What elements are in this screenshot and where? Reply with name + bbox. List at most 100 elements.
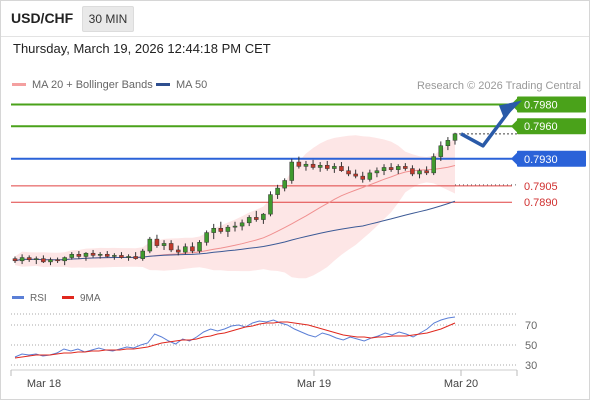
candle-up [48, 259, 53, 263]
chart-header: USD/CHF 30 MIN [0, 0, 590, 37]
candle-up [183, 246, 188, 253]
level-label-0.7960: 0.7960 [524, 121, 558, 133]
candle-up [374, 170, 380, 174]
candle-down [310, 163, 316, 168]
rsi-swatch [12, 295, 24, 299]
level-label-0.7905: 0.7905 [524, 181, 558, 193]
bollinger-band [15, 135, 455, 279]
candle-up [395, 166, 401, 170]
candle-down [190, 246, 195, 252]
candle-up [289, 161, 295, 181]
candle-up [147, 238, 153, 252]
candle-up [69, 254, 75, 258]
candle-up [282, 180, 287, 189]
candle-up [438, 145, 444, 157]
level-label-0.7930: 0.7930 [524, 154, 558, 166]
candle-down [339, 166, 344, 171]
timestamp: Thursday, March 19, 2026 12:44:18 PM CET [13, 41, 271, 56]
ma9-swatch [62, 295, 74, 299]
legend-ma50-label: MA 50 [176, 79, 208, 91]
ma20-swatch [12, 82, 26, 86]
candle-down [133, 256, 138, 259]
x-tick-label: Mar 18 [27, 378, 61, 390]
candle-down [388, 167, 394, 170]
forecast-arrow [460, 103, 516, 148]
credit-label: Research © 2026 Trading Central [416, 80, 581, 92]
candle-up [431, 156, 436, 174]
legend-rsi-label: RSI [30, 293, 47, 304]
candle-up [445, 140, 451, 147]
candle-down [12, 258, 18, 262]
candle-down [360, 175, 365, 180]
x-tick-label: Mar 20 [444, 378, 478, 390]
candle-down [119, 255, 124, 258]
candle-down [424, 170, 429, 174]
candle-down [254, 217, 259, 220]
legend-rsi: RSI [12, 293, 47, 304]
candle-up [19, 257, 25, 262]
candle-up [261, 213, 266, 220]
candle-up [367, 172, 373, 180]
candle-down [154, 238, 160, 246]
candle-down [346, 170, 351, 175]
candle-down [105, 254, 110, 257]
candle-down [353, 173, 358, 177]
candle-up [275, 187, 280, 195]
candle-up [83, 252, 89, 257]
candle-down [90, 252, 96, 256]
candle-down [55, 259, 60, 262]
candle-up [112, 255, 117, 257]
candle-up [62, 257, 67, 262]
symbol-label: USD/CHF [11, 10, 74, 26]
ma50-line [14, 200, 456, 262]
legend-ma20: MA 20 + Bollinger Bands [12, 79, 153, 91]
candle-up [317, 165, 323, 168]
candle-up [268, 194, 273, 215]
level-label-0.7890: 0.7890 [524, 197, 558, 209]
candle-up [34, 258, 39, 260]
level-arrow-0.7960 [511, 119, 518, 134]
candle-down [26, 257, 32, 260]
candle-up [332, 166, 337, 169]
candle-up [232, 225, 238, 228]
candle-up [225, 226, 231, 232]
candle-up [452, 133, 458, 141]
candle-down [325, 165, 330, 169]
candle-down [403, 166, 408, 169]
candle-down [175, 249, 181, 253]
legend-9ma-label: 9MA [80, 293, 101, 304]
candle-down [41, 258, 46, 263]
candle-up [197, 242, 202, 252]
legend-ma50: MA 50 [156, 79, 207, 91]
rsi-9ma-line [14, 321, 456, 359]
candle-up [303, 163, 309, 167]
forecast-arrow-head [499, 100, 522, 119]
rsi-tick-label: 70 [525, 320, 537, 332]
candle-down [76, 254, 82, 257]
level-tag-0.7980 [517, 96, 586, 113]
candle-up [381, 167, 387, 171]
rsi-line [14, 316, 456, 358]
level-tag-0.7960 [517, 118, 586, 135]
candle-up [97, 254, 103, 256]
legend-9ma: 9MA [62, 293, 101, 304]
candle-up [211, 227, 216, 233]
candle-down [296, 161, 302, 167]
candle-down [410, 168, 415, 175]
rsi-tick-label: 30 [525, 360, 537, 372]
x-tick-label: Mar 19 [297, 378, 331, 390]
candle-up [126, 256, 131, 258]
candle-up [161, 243, 167, 246]
legend-ma20-label: MA 20 + Bollinger Bands [32, 79, 153, 91]
candle-down [218, 227, 224, 232]
rsi-tick-label: 50 [525, 340, 537, 352]
level-arrow-0.7930 [511, 151, 518, 166]
ma50-swatch [156, 82, 170, 86]
candle-down [168, 243, 174, 251]
interval-button[interactable]: 30 MIN [82, 6, 134, 32]
level-tag-0.7930 [517, 150, 586, 167]
candle-up [417, 170, 422, 175]
level-label-0.7980: 0.7980 [524, 100, 558, 112]
candle-up [239, 222, 245, 227]
